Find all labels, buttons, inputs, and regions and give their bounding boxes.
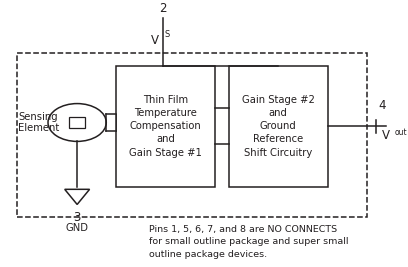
- Text: 3: 3: [73, 211, 81, 224]
- Text: V: V: [151, 34, 159, 47]
- Text: 2: 2: [159, 2, 166, 15]
- Text: Pins 1, 5, 6, 7, and 8 are NO CONNECTS
for small outline package and super small: Pins 1, 5, 6, 7, and 8 are NO CONNECTS f…: [149, 225, 348, 259]
- Text: Gain Stage #2
and
Ground
Reference
Shift Circuitry: Gain Stage #2 and Ground Reference Shift…: [242, 95, 315, 158]
- Bar: [69, 117, 85, 128]
- Text: 4: 4: [378, 99, 386, 112]
- Bar: [17, 53, 366, 217]
- Text: S: S: [164, 30, 170, 40]
- Text: V: V: [382, 129, 390, 142]
- Bar: [116, 66, 215, 187]
- Text: out: out: [395, 128, 408, 136]
- Text: Thin Film
Temperature
Compensation
and
Gain Stage #1: Thin Film Temperature Compensation and G…: [129, 95, 202, 158]
- Text: Sensing
Element: Sensing Element: [18, 112, 59, 133]
- Text: GND: GND: [66, 223, 89, 233]
- Bar: [228, 66, 328, 187]
